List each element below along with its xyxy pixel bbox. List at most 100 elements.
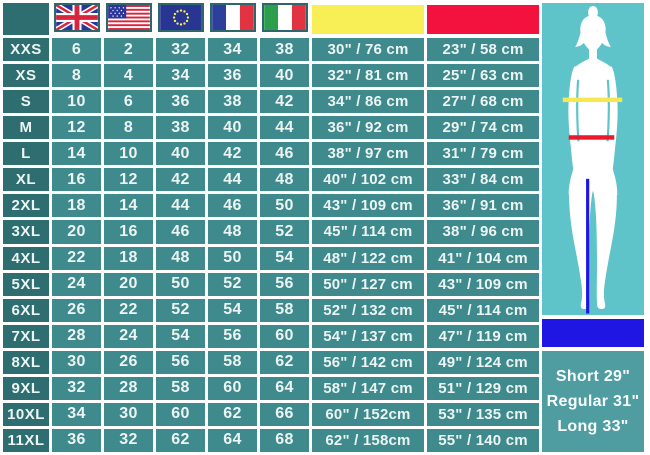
size-value: 38 bbox=[208, 90, 257, 114]
size-value: 40 bbox=[208, 116, 257, 140]
size-value: 6 bbox=[52, 38, 101, 62]
size-value: 60" / 152cm bbox=[312, 402, 424, 426]
size-value: 52 bbox=[260, 220, 309, 244]
arm-gap-left bbox=[576, 79, 580, 142]
size-value: 48 bbox=[208, 220, 257, 244]
measurement-guide-panel: Short 29" Regular 31" Long 33" bbox=[542, 3, 644, 452]
chest-color-swatch bbox=[312, 4, 424, 34]
size-value: 41" / 104 cm bbox=[427, 246, 539, 270]
size-value: 16 bbox=[52, 168, 101, 192]
leg-length-long: Long 33" bbox=[557, 417, 629, 435]
size-value: 52 bbox=[156, 298, 205, 322]
size-value: 38" / 96 cm bbox=[427, 220, 539, 244]
table-row: XS 8 4 34 36 40 32" / 81 cm 25" / 63 cm bbox=[3, 64, 539, 88]
size-value: 34 bbox=[52, 402, 101, 426]
france-flag-icon bbox=[209, 3, 256, 32]
table-row: 2XL 18 14 44 46 50 43" / 109 cm 36" / 91 cm bbox=[3, 194, 539, 218]
size-value: 53" / 135 cm bbox=[427, 402, 539, 426]
size-value: 43" / 109 cm bbox=[312, 194, 424, 218]
size-value: 28 bbox=[52, 324, 101, 348]
table-row: 5XL 24 20 50 52 56 50" / 127 cm 43" / 109 cm bbox=[3, 272, 539, 296]
size-value: 48 bbox=[260, 168, 309, 192]
waist-color-swatch bbox=[427, 4, 539, 34]
size-value: 30 bbox=[104, 402, 153, 426]
size-value: 36 bbox=[156, 90, 205, 114]
size-value: 36 bbox=[52, 428, 101, 452]
size-label: 7XL bbox=[3, 324, 49, 348]
size-value: 10 bbox=[104, 142, 153, 166]
size-label: S bbox=[3, 90, 49, 114]
size-value: 32 bbox=[52, 376, 101, 400]
size-label: 3XL bbox=[3, 220, 49, 244]
leg-length-short: Short 29" bbox=[555, 367, 631, 385]
size-value: 28 bbox=[104, 376, 153, 400]
woman-silhouette-icon bbox=[562, 6, 623, 314]
size-value: 58 bbox=[208, 350, 257, 374]
size-value: 52 bbox=[208, 272, 257, 296]
size-value: 51" / 129 cm bbox=[427, 376, 539, 400]
size-value: 60 bbox=[260, 324, 309, 348]
us-column-header bbox=[104, 3, 153, 35]
size-label: M bbox=[3, 116, 49, 140]
size-value: 6 bbox=[104, 90, 153, 114]
size-value: 48 bbox=[156, 246, 205, 270]
waist-column-header bbox=[427, 3, 539, 35]
size-value: 24 bbox=[52, 272, 101, 296]
size-value: 56 bbox=[208, 324, 257, 348]
table-row: 11XL 36 32 62 64 68 62" / 158cm 55" / 140 cm bbox=[3, 428, 539, 452]
size-value: 14 bbox=[52, 142, 101, 166]
arm-gap-right bbox=[606, 79, 610, 142]
size-value: 56 bbox=[156, 350, 205, 374]
waist-line bbox=[568, 135, 615, 140]
eu-flag-icon bbox=[157, 3, 204, 32]
table-row: L 14 10 40 42 46 38" / 97 cm 31" / 79 cm bbox=[3, 142, 539, 166]
size-value: 50" / 127 cm bbox=[312, 272, 424, 296]
size-value: 52" / 132 cm bbox=[312, 298, 424, 322]
size-label: XS bbox=[3, 64, 49, 88]
italy-column-header bbox=[260, 3, 309, 35]
size-value: 12 bbox=[104, 168, 153, 192]
uk-flag-icon bbox=[53, 3, 100, 32]
size-value: 56" / 142 cm bbox=[312, 350, 424, 374]
size-value: 60 bbox=[208, 376, 257, 400]
size-value: 50 bbox=[260, 194, 309, 218]
size-value: 47" / 119 cm bbox=[427, 324, 539, 348]
size-value: 33" / 84 cm bbox=[427, 168, 539, 192]
size-label: XL bbox=[3, 168, 49, 192]
size-value: 43" / 109 cm bbox=[427, 272, 539, 296]
size-value: 8 bbox=[104, 116, 153, 140]
size-value: 34 bbox=[208, 38, 257, 62]
corner-cell bbox=[3, 3, 49, 35]
size-value: 64 bbox=[208, 428, 257, 452]
size-value: 42 bbox=[208, 142, 257, 166]
size-value: 46 bbox=[208, 194, 257, 218]
table-row: 9XL 32 28 58 60 64 58" / 147 cm 51" / 129 cm bbox=[3, 376, 539, 400]
size-value: 30 bbox=[52, 350, 101, 374]
size-value: 10 bbox=[52, 90, 101, 114]
size-value: 8 bbox=[52, 64, 101, 88]
size-value: 18 bbox=[52, 194, 101, 218]
table-row: XL 16 12 42 44 48 40" / 102 cm 33" / 84 cm bbox=[3, 168, 539, 192]
size-value: 25" / 63 cm bbox=[427, 64, 539, 88]
inseam-color-bar bbox=[542, 319, 644, 347]
size-value: 62 bbox=[156, 428, 205, 452]
size-value: 50 bbox=[156, 272, 205, 296]
size-value: 20 bbox=[104, 272, 153, 296]
france-column-header bbox=[208, 3, 257, 35]
size-value: 44 bbox=[260, 116, 309, 140]
size-value: 58 bbox=[260, 298, 309, 322]
size-value: 34" / 86 cm bbox=[312, 90, 424, 114]
size-value: 26 bbox=[52, 298, 101, 322]
size-value: 66 bbox=[260, 402, 309, 426]
size-value: 40 bbox=[156, 142, 205, 166]
table-row: 10XL 34 30 60 62 66 60" / 152cm 53" / 135 cm bbox=[3, 402, 539, 426]
size-value: 42 bbox=[156, 168, 205, 192]
size-value: 56 bbox=[260, 272, 309, 296]
size-table-body: XXS 6 2 32 34 38 30" / 76 cm 23" / 58 cm XS 8 4 34 3… bbox=[3, 38, 539, 452]
figure-panel bbox=[542, 3, 644, 315]
size-value: 36 bbox=[208, 64, 257, 88]
table-row: 6XL 26 22 52 54 58 52" / 132 cm 45" / 114 cm bbox=[3, 298, 539, 322]
size-value: 49" / 124 cm bbox=[427, 350, 539, 374]
size-value: 40 bbox=[260, 64, 309, 88]
size-label: 5XL bbox=[3, 272, 49, 296]
